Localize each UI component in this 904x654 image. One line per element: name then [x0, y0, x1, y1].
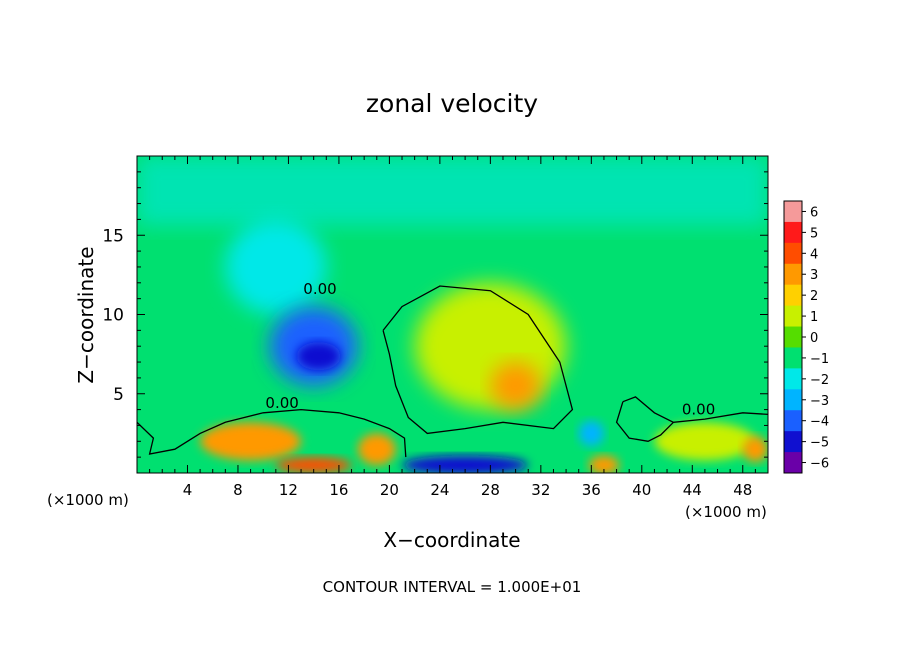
colorbar-label: −1	[810, 352, 829, 367]
colorbar-label: −5	[810, 436, 829, 451]
contour-line-0	[382, 285, 574, 435]
x-tick-label: 16	[329, 481, 348, 499]
zero-contours: 0.00 0.00 0.00	[137, 280, 768, 458]
y-tick-label: 10	[102, 306, 124, 326]
colorbar-swatch	[784, 305, 802, 328]
colorbar-label: 3	[810, 268, 818, 283]
contour-interval-note: CONTOUR INTERVAL = 1.000E+01	[323, 578, 582, 596]
colorbar-swatch	[784, 326, 802, 348]
x-tick-label: 12	[279, 481, 298, 499]
colorbar-label: 1	[810, 310, 818, 325]
field-feature	[200, 422, 302, 461]
x-tick-label: 32	[531, 481, 550, 499]
x-tick-label: 20	[380, 481, 399, 499]
field-feature	[490, 362, 541, 410]
colorbar-label: 4	[810, 247, 818, 262]
colorbar-swatch	[784, 410, 802, 432]
x-tick-label: 24	[430, 481, 449, 499]
colorbar-swatch	[784, 201, 802, 223]
x-tick-labels: 4 8 12 16 20 24 28 32 36 40 44 48	[183, 481, 753, 499]
x-tick-label: 8	[233, 481, 243, 499]
field-feature	[578, 420, 604, 447]
colorbar-swatch	[784, 221, 802, 244]
y-tick-labels: 5 10 15	[102, 226, 124, 405]
field-feature	[654, 422, 756, 461]
colorbar-label: −6	[810, 457, 829, 472]
x-tick-label: 48	[733, 481, 752, 499]
contour-label: 0.00	[682, 400, 715, 418]
field-feature	[357, 433, 396, 466]
colorbar-swatch	[784, 263, 802, 286]
x-tick-label: 4	[183, 481, 193, 499]
colorbar-label: −3	[810, 394, 829, 409]
velocity-field	[137, 156, 768, 473]
field-feature-core	[296, 342, 341, 371]
x-unit-right: (×1000 m)	[685, 503, 767, 521]
colorbar-label: 5	[810, 226, 818, 241]
field-upper-band	[137, 156, 768, 226]
field-feature	[275, 457, 352, 473]
colorbar-label: −4	[810, 415, 829, 430]
colorbar-swatch	[784, 284, 802, 307]
colorbar-label: 2	[810, 289, 818, 304]
axis-ticks	[136, 155, 769, 474]
chart-title: zonal velocity	[366, 89, 538, 118]
x-tick-label: 44	[683, 481, 702, 499]
field-feature	[402, 455, 529, 473]
colorbar-label: 0	[810, 331, 818, 346]
field-feature	[414, 282, 567, 410]
contour-line-3	[615, 401, 674, 442]
colorbar: 6 5 4 3 2 1 0 −1 −2 −3 −4 −5 −6	[783, 200, 829, 474]
y-tick-label: 15	[102, 226, 124, 246]
contour-line-2	[137, 408, 407, 458]
x-axis-label: X−coordinate	[383, 528, 520, 552]
contour-label: 0.00	[303, 280, 336, 298]
colorbar-label: −2	[810, 373, 829, 388]
x-tick-label: 40	[632, 481, 651, 499]
contour-label: 0.00	[265, 394, 298, 412]
field-feature	[742, 436, 768, 462]
colorbar-swatch	[784, 389, 802, 411]
x-unit-left: (×1000 m)	[47, 491, 129, 509]
field-feature	[588, 455, 620, 473]
field-feature	[225, 219, 327, 315]
x-tick-label: 36	[582, 481, 601, 499]
x-tick-label: 28	[481, 481, 500, 499]
colorbar-swatch	[784, 431, 802, 453]
colorbar-swatch	[784, 242, 802, 265]
colorbar-label: 6	[810, 205, 818, 220]
y-axis-label: Z−coordinate	[74, 246, 98, 383]
y-tick-label: 5	[113, 385, 124, 405]
colorbar-swatch	[784, 452, 802, 474]
colorbar-swatch	[784, 368, 802, 390]
colorbar-swatch	[784, 347, 802, 369]
